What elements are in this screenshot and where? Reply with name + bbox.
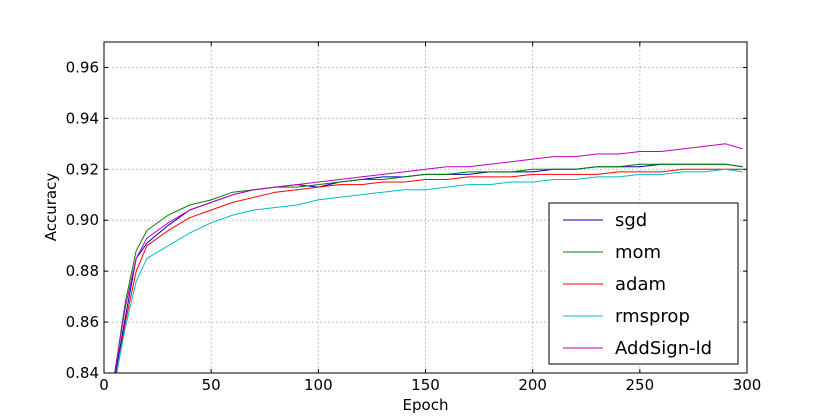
x-tick-label: 50 xyxy=(202,376,221,394)
legend-label-mom: mom xyxy=(615,242,661,263)
y-axis-label: Accuracy xyxy=(42,173,60,242)
x-tick-label: 150 xyxy=(411,376,440,394)
x-tick-label: 300 xyxy=(733,376,762,394)
series-line-mom xyxy=(114,163,743,373)
x-tick-label: 0 xyxy=(99,376,109,394)
x-tick-label: 100 xyxy=(304,376,333,394)
legend-label-adam: adam xyxy=(615,274,666,295)
x-tick-label: 200 xyxy=(518,376,547,394)
tick-layer: 0 50 100 150 200 250 300 0.84 0.86 0.88 0.90 0.92 0.… xyxy=(66,42,762,394)
legend-label-rmsprop: rmsprop xyxy=(615,306,690,327)
y-tick-label: 0.94 xyxy=(66,109,99,127)
series-line-addsign-ld xyxy=(114,143,743,373)
y-tick-label: 0.86 xyxy=(66,313,99,331)
y-tick-label: 0.88 xyxy=(66,262,99,280)
series-line-adam xyxy=(116,168,743,373)
y-tick-label: 0.92 xyxy=(66,160,99,178)
series-layer xyxy=(114,143,743,373)
x-tick-label: 250 xyxy=(626,376,655,394)
x-axis-label: Epoch xyxy=(403,396,449,414)
series-line-rmsprop xyxy=(116,168,743,373)
legend-label-addsign-ld: AddSign-ld xyxy=(615,338,712,359)
legend-label-sgd: sgd xyxy=(615,210,647,231)
y-tick-label: 0.90 xyxy=(66,211,99,229)
y-tick-label: 0.84 xyxy=(66,364,99,382)
legend-entries: sgd mom adam rmsprop AddSign-ld xyxy=(563,210,712,359)
y-tick-label: 0.96 xyxy=(66,58,99,76)
legend: sgd mom adam rmsprop AddSign-ld xyxy=(548,202,739,365)
grid-layer xyxy=(104,42,747,373)
